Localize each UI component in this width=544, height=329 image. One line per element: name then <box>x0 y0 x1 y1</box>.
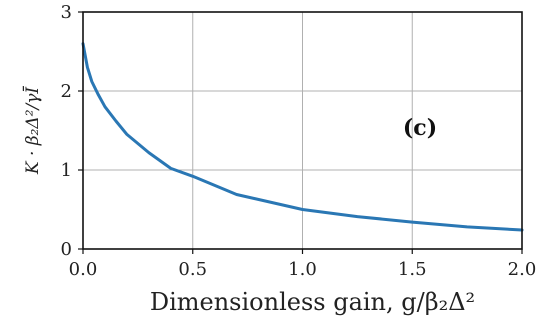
y-tick-label: 0 <box>61 239 72 260</box>
y-axis-label: K · β₂Δ²/γĪ <box>22 86 43 176</box>
y-tick-label: 1 <box>61 160 72 181</box>
x-tick-label: 1.0 <box>288 259 317 280</box>
y-tick-label: 2 <box>61 81 72 102</box>
x-tick-label: 0.5 <box>178 259 207 280</box>
x-tick-label: 0.0 <box>69 259 98 280</box>
y-tick-label: 3 <box>61 2 72 23</box>
series-line-0 <box>81 42 524 232</box>
x-tick-label: 1.5 <box>398 259 427 280</box>
x-axis-label: Dimensionless gain, g/β₂Δ² <box>150 288 475 316</box>
panel-label: (c) <box>403 115 437 141</box>
x-axis: 0.0 0.5 1.0 1.5 2.0 <box>69 249 537 280</box>
x-tick-label: 2.0 <box>508 259 537 280</box>
grid <box>82 11 523 250</box>
y-axis: 0 1 2 3 <box>61 2 83 260</box>
series-layer <box>81 42 524 232</box>
